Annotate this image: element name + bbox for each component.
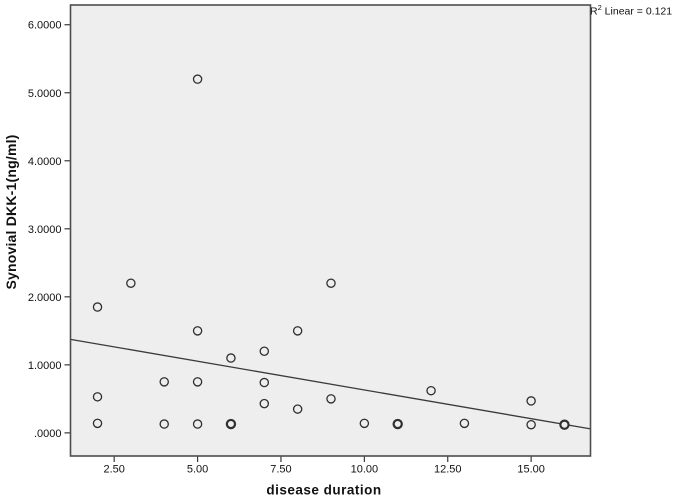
y-tick-label: 3.0000 [28, 224, 62, 236]
data-point [326, 278, 336, 288]
x-tick-label: 10.00 [351, 464, 379, 476]
y-tick-label: 5.0000 [28, 88, 62, 100]
x-tick-label: 15.00 [517, 464, 545, 476]
y-tick-label: 2.0000 [28, 292, 62, 304]
data-point [92, 418, 103, 429]
plot-frame [69, 4, 592, 457]
data-point [559, 419, 570, 430]
data-point [526, 419, 536, 430]
data-point [192, 74, 203, 84]
data-point [192, 419, 203, 429]
data-point [92, 302, 103, 312]
r-squared-superscript: 2 [597, 3, 602, 12]
data-point [292, 326, 303, 336]
data-point [192, 326, 203, 336]
data-point [92, 392, 103, 402]
x-tick-label: 5.00 [187, 464, 208, 476]
y-tick-label: 1.0000 [28, 360, 62, 372]
r-squared-annotation: R2 Linear = 0.121 [590, 3, 672, 18]
y-axis-title: Synovial DKK-1(ng/ml) [3, 134, 19, 290]
data-point [192, 377, 203, 387]
y-tick-label: .0000 [34, 428, 62, 440]
data-point [392, 418, 403, 430]
x-tick-label: 7.50 [270, 464, 291, 476]
x-tick-label: 2.50 [103, 464, 124, 476]
y-tick-label: 4.0000 [28, 156, 62, 168]
data-point [259, 377, 270, 388]
data-point [259, 346, 270, 356]
x-axis-title: disease duration [266, 482, 382, 498]
r-squared-prefix: R [590, 5, 598, 18]
r-squared-value-text: Linear = 0.121 [601, 5, 673, 18]
data-point [292, 404, 303, 414]
data-point [126, 278, 136, 288]
trend-line [70, 338, 591, 430]
plot-background [70, 5, 591, 456]
data-point [226, 353, 236, 363]
y-tick-label: 6.0000 [28, 20, 62, 32]
data-point [459, 418, 470, 429]
x-tick-label: 12.50 [434, 464, 462, 476]
data-point [326, 394, 336, 404]
data-point [526, 396, 536, 406]
data-point [259, 398, 270, 409]
data-point [225, 418, 237, 430]
data-point [426, 385, 436, 396]
data-point [159, 419, 169, 429]
data-point [159, 377, 169, 387]
data-point [359, 418, 370, 429]
